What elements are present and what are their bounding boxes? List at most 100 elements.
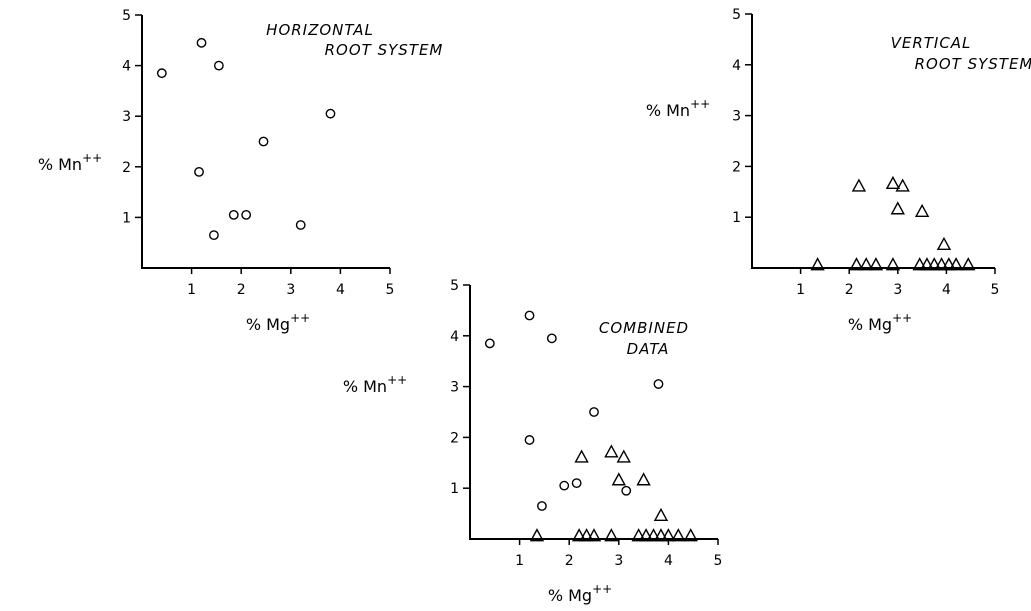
horizontal-y-tick-label: 1 [122,210,131,226]
combined-x-tick-label: 2 [565,553,574,569]
horizontal-x-tick-label: 3 [286,282,295,298]
vertical-triangle-point [859,257,874,271]
combined-axes [469,285,718,540]
vertical-y-tick-label: 3 [732,109,741,125]
vertical-x-axis-label: % Mg++ [848,311,912,334]
combined-triangle-point [653,507,669,522]
horizontal-y-axis-label: % Mn++ [38,151,102,174]
horizontal-x-tick-label: 4 [336,282,345,298]
horizontal-y-tick-label: 5 [122,8,131,24]
vertical-triangle-point [851,178,867,192]
vertical-x-tick-label: 4 [942,282,951,298]
vertical-title-line: VERTICAL [891,34,972,52]
horizontal-circle-point [228,209,239,220]
combined-y-axis-label-text: % Mn [343,377,387,396]
combined-y-tick-label: 1 [450,481,459,497]
vertical-triangle-point [936,236,952,251]
horizontal-x-axis-label-sup: ++ [290,311,310,325]
horizontal-y-tick-label: 4 [122,59,131,75]
horizontal-y-axis-label-text: % Mn [38,155,82,174]
horizontal-y-tick-label: 2 [122,160,131,176]
combined-x-axis-label-sup: ++ [592,582,612,596]
combined-triangle-point [604,444,619,458]
vertical-y-axis-label: % Mn++ [646,97,710,120]
horizontal-x-axis-label-text: % Mg [246,315,290,334]
horizontal-circle-point [194,166,204,177]
vertical-x-axis-label-sup: ++ [892,311,912,325]
horizontal-y-axis-label-sup: ++ [82,151,102,165]
vertical-x-tick-label: 2 [845,282,854,298]
vertical-triangle-point [890,201,905,215]
horizontal-x-tick-label: 2 [237,282,246,298]
vertical-y-axis-label-text: % Mn [646,101,690,120]
vertical-axes [751,14,995,269]
combined-circle-point [571,478,582,489]
combined-circle-point [524,310,535,321]
vertical-y-tick-label: 2 [732,159,741,175]
combined-triangle-point [646,528,661,542]
combined-y-axis-label: % Mn++ [343,373,407,396]
combined-circle-point [653,379,664,389]
vertical-triangle-point [914,203,930,218]
combined-triangle-point [653,528,669,542]
combined-triangle-point [604,528,619,542]
vertical-triangle-point [885,175,901,190]
vertical-triangle-point [885,257,901,271]
combined-y-tick-label: 4 [450,329,459,345]
vertical-triangle-point [961,257,976,271]
horizontal-x-tick-label: 5 [386,282,395,298]
combined-x-tick-label: 5 [714,553,723,569]
combined-triangle-point [586,528,602,542]
vertical-y-axis-label-sup: ++ [690,97,710,111]
vertical-x-tick-label: 3 [893,282,902,298]
vertical-triangle-point [948,257,964,271]
combined-title-line: COMBINED [599,319,689,337]
horizontal-circle-point [325,108,336,119]
vertical-triangle-point [927,257,942,271]
combined-triangle-point [671,528,686,542]
combined-circle-point [621,485,632,496]
horizontal-title-line: HORIZONTAL [266,21,374,39]
combined-x-tick-label: 1 [515,553,524,569]
vertical-y-tick-label: 1 [732,210,741,226]
vertical-triangle-point [941,257,957,271]
horizontal-axes [141,15,390,269]
combined-triangle-point [683,528,698,542]
vertical-triangle-point [895,178,910,192]
combined-triangle-point [571,528,587,542]
horizontal-circle-point [295,220,306,230]
combined-triangle-point [631,528,646,542]
combined-triangle-point [529,528,545,542]
vertical-triangle-point [934,257,949,271]
combined-triangle-point [574,449,589,463]
horizontal-circle-point [241,209,252,220]
vertical-y-tick-label: 5 [732,7,741,23]
vertical-triangle-point [849,257,864,271]
vertical-triangle-point [868,257,884,271]
horizontal-circle-point [209,230,219,241]
vertical-triangle-point [810,257,825,271]
vertical-title-line: ROOT SYSTEM [915,55,1031,73]
combined-title-line: DATA [627,340,670,358]
combined-circle-point [589,407,599,417]
horizontal-circle-point [213,60,224,71]
combined-x-axis-label-text: % Mg [548,586,592,605]
vertical-y-tick-label: 4 [732,58,741,74]
combined-triangle-point [661,528,676,542]
horizontal-circle-point [196,37,207,48]
combined-triangle-point [611,472,626,486]
horizontal-y-tick-label: 3 [122,109,131,125]
combined-y-tick-label: 5 [450,278,459,294]
vertical-x-axis-label-text: % Mg [848,315,892,334]
horizontal-circle-point [258,136,269,147]
vertical-triangle-point [919,257,935,271]
horizontal-title-line: ROOT SYSTEM [325,41,444,59]
combined-circle-point [546,333,557,344]
combined-y-tick-label: 3 [450,380,459,396]
combined-circle-point [484,338,495,349]
combined-triangle-point [638,528,654,542]
